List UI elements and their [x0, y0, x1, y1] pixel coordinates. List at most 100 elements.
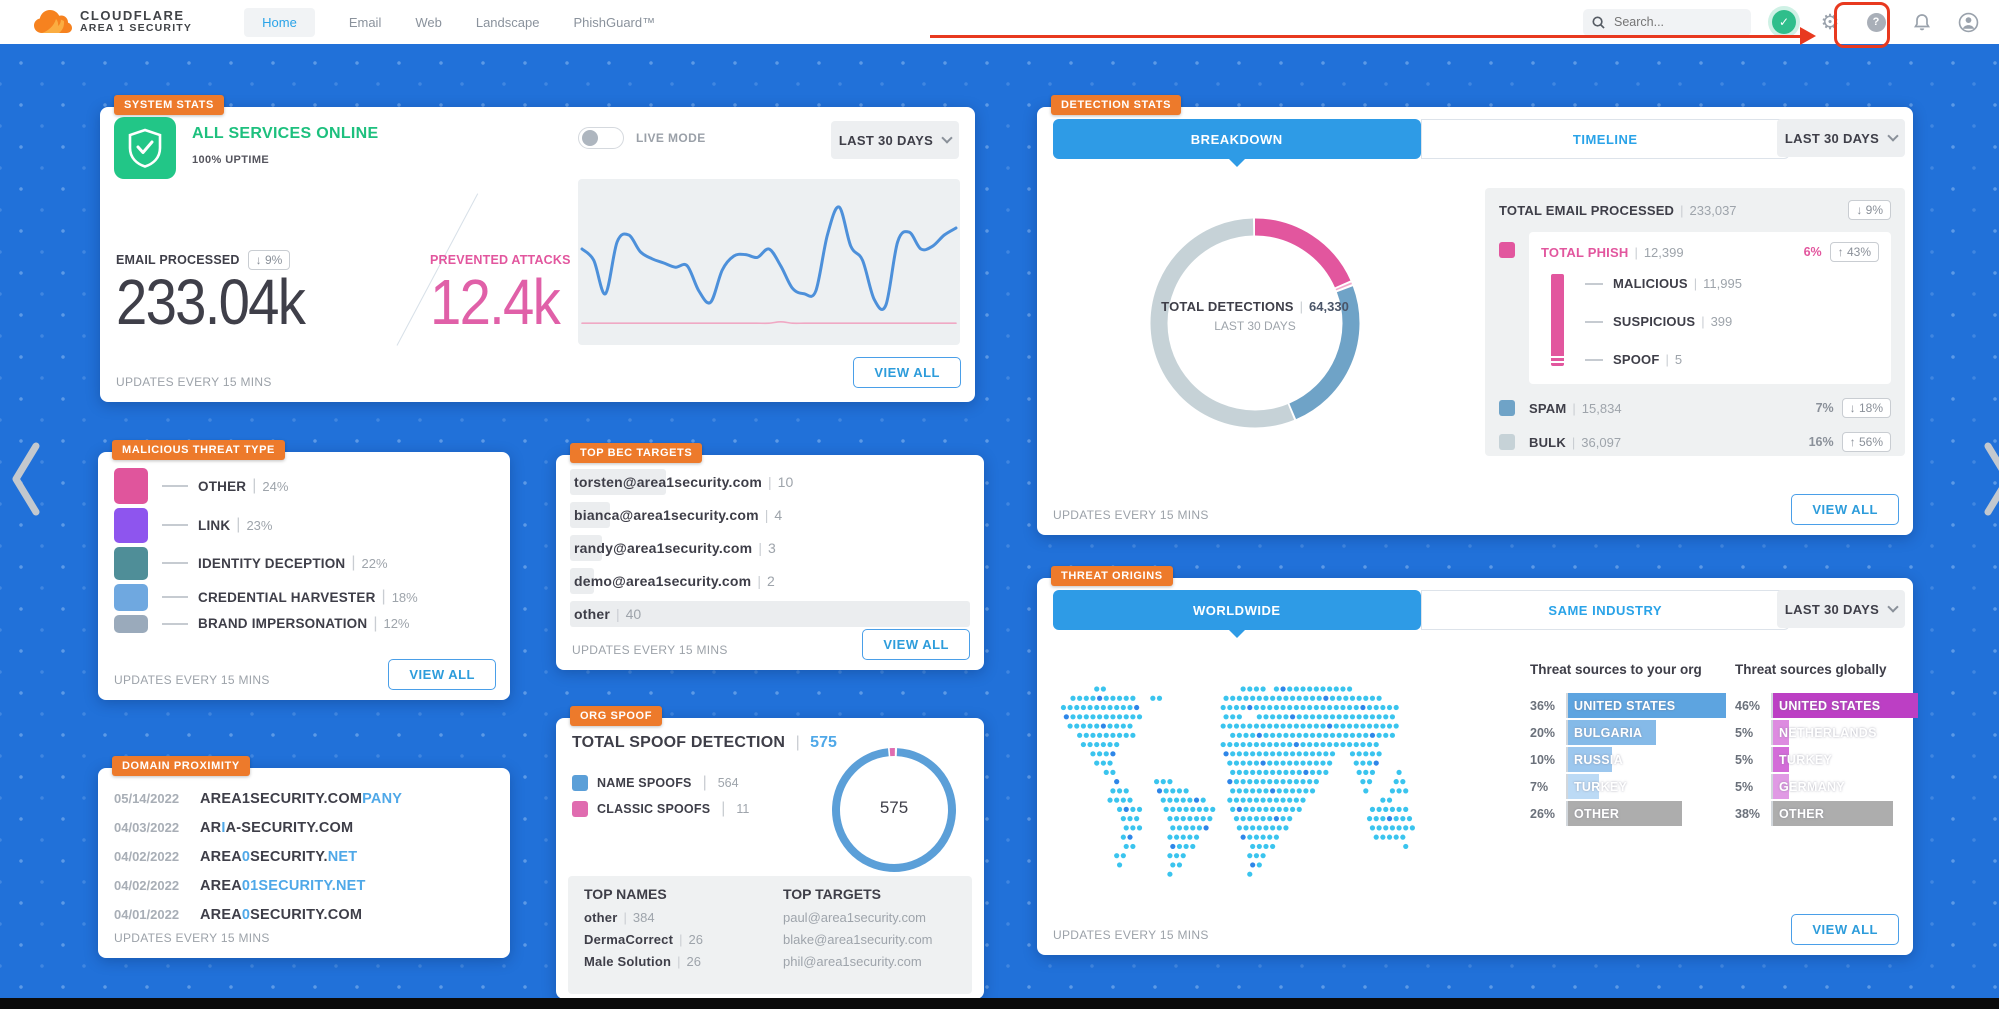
total-email-badge: ↓ 9% — [1848, 200, 1891, 220]
total-spoof-value: 575 — [810, 734, 837, 751]
bec-target-count: 3 — [767, 540, 776, 556]
detection-period-dropdown[interactable]: LAST 30 DAYS — [1777, 119, 1905, 157]
bec-target-row[interactable]: torsten@area1security.com | 10 — [570, 469, 970, 495]
detection-view-all-button[interactable]: VIEW ALL — [1791, 494, 1899, 525]
system-stats-tag: SYSTEM STATS — [114, 95, 224, 115]
tab-same-industry[interactable]: SAME INDUSTRY — [1420, 590, 1790, 630]
bec-target-text: torsten@area1security.com | 10 — [574, 474, 794, 490]
spoof-count: 26 — [686, 954, 701, 969]
user-account-icon[interactable] — [1955, 9, 1981, 35]
threat-type-swatch — [114, 546, 148, 580]
nav-item[interactable]: PhishGuard™ — [573, 14, 656, 30]
domain-row[interactable]: 04/02/2022 AREA01SECURITY.NET — [114, 871, 494, 900]
bec-count-bar — [570, 535, 602, 561]
updates-note: UPDATES EVERY 15 MINS — [114, 931, 270, 945]
domain-row[interactable]: 05/14/2022 AREA1SECURITY.COMPANY — [114, 784, 494, 813]
threat-origins-period-dropdown[interactable]: LAST 30 DAYS — [1777, 590, 1905, 628]
threat-type-row: CREDENTIAL HARVESTER | 18% — [114, 583, 494, 611]
domain-date: 04/02/2022 — [114, 878, 180, 893]
bulk-badge: ↑ 56% — [1841, 432, 1891, 452]
updates-note: UPDATES EVERY 15 MINS — [116, 375, 272, 389]
phish-sub-breakdown: MALICIOUS | 11,995 SUSPICIOUS | 399 SPOOF | 5 — [1541, 270, 1879, 374]
system-stats-view-all-button[interactable]: VIEW ALL — [853, 357, 961, 388]
spam-swatch — [1499, 400, 1515, 416]
bec-view-all-button[interactable]: VIEW ALL — [862, 629, 970, 660]
global-threat-bars: 46% UNITED STATES 5% NETHERLANDS 5% TURK… — [1735, 693, 1918, 826]
malicious-value: 11,995 — [1703, 276, 1742, 291]
bec-target-row[interactable]: other | 40 — [570, 601, 970, 627]
connector-line — [162, 485, 188, 487]
live-mode-toggle[interactable] — [578, 127, 624, 149]
threat-type-row: LINK | 23% — [114, 508, 494, 543]
org-threat-column: Threat sources to your org 36% UNITED ST… — [1530, 662, 1730, 828]
total-email-label: TOTAL EMAIL PROCESSED — [1499, 202, 1675, 218]
total-email-value: 233,037 — [1689, 202, 1737, 218]
threat-bar: UNITED STATES — [1568, 693, 1727, 718]
connector-line — [162, 596, 188, 598]
threat-bar: NETHERLANDS — [1773, 720, 1876, 745]
org-spoof-tag: ORG SPOOF — [570, 706, 663, 726]
threat-bar: UNITED STATES — [1773, 693, 1918, 718]
suspicious-row: SUSPICIOUS | 399 — [1585, 314, 1732, 329]
legend-value: 564 — [717, 776, 739, 790]
total-spoof-title: TOTAL SPOOF DETECTION | 575 — [572, 734, 837, 751]
legend-swatch — [572, 801, 588, 817]
bec-target-row[interactable]: bianca@area1security.com | 4 — [570, 502, 970, 528]
phish-swatch — [1499, 242, 1515, 258]
top-name-row: other | 384 — [584, 910, 655, 925]
period-value: LAST 30 DAYS — [1784, 130, 1880, 146]
threat-country-label: TURKEY — [1574, 779, 1628, 794]
tab-breakdown[interactable]: BREAKDOWN — [1053, 119, 1421, 167]
tab-worldwide[interactable]: WORLDWIDE — [1053, 590, 1421, 638]
nav-item[interactable]: Landscape — [475, 14, 540, 30]
chevron-down-icon — [1887, 601, 1899, 613]
domain-row[interactable]: 04/03/2022 ARIA-SECURITY.COM — [114, 813, 494, 842]
system-stats-card: SYSTEM STATS ALL SERVICES ONLINE 100% UP… — [100, 95, 975, 402]
threat-pct: 38% — [1735, 806, 1761, 821]
notification-bell-icon[interactable] — [1909, 9, 1935, 35]
domain-name: AREA1SECURITY.COMPANY — [200, 790, 403, 807]
services-status: ALL SERVICES ONLINE — [192, 125, 379, 142]
threat-bar: TURKEY — [1568, 774, 1627, 799]
email-trend-chart — [578, 179, 960, 345]
threat-type-pct: 24% — [262, 478, 289, 494]
help-icon[interactable]: ? — [1863, 9, 1889, 35]
chevron-down-icon — [941, 132, 953, 144]
donut-center-value: 64,330 — [1309, 299, 1349, 314]
malicious-threat-view-all-button[interactable]: VIEW ALL — [388, 659, 496, 690]
suspicious-label: SUSPICIOUS — [1613, 314, 1696, 329]
threat-origins-view-all-button[interactable]: VIEW ALL — [1791, 914, 1899, 945]
nav-item[interactable]: Email — [348, 14, 382, 30]
spoof-value: 5 — [1674, 352, 1683, 367]
email-processed-label: EMAIL PROCESSED — [116, 253, 240, 267]
bec-target-row[interactable]: randy@area1security.com | 3 — [570, 535, 970, 561]
bec-count-bar — [570, 568, 594, 594]
threat-pct: 7% — [1530, 779, 1549, 794]
threat-type-label: BRAND IMPERSONATION — [198, 616, 368, 631]
system-stats-period-dropdown[interactable]: LAST 30 DAYS — [831, 121, 959, 159]
nav-item[interactable]: Web — [415, 14, 442, 30]
cloudflare-logo[interactable]: CLOUDFLARE AREA 1 SECURITY — [34, 8, 192, 35]
domain-row[interactable]: 04/01/2022 AREA0SECURITY.COM — [114, 900, 494, 929]
carousel-prev-icon[interactable] — [8, 440, 42, 518]
threat-pct: 5% — [1735, 779, 1754, 794]
tab-timeline[interactable]: TIMELINE — [1420, 119, 1790, 159]
threat-pct: 10% — [1530, 752, 1556, 767]
bec-target-email: torsten@area1security.com — [574, 474, 763, 490]
threat-bar: GERMANY — [1773, 774, 1845, 799]
threat-type-list: OTHER | 24% LINK | 23% IDENTITY DECEPTIO… — [114, 468, 494, 637]
spoof-label: SPOOF — [1613, 352, 1660, 367]
cloudflare-cloud-icon — [34, 10, 72, 33]
domain-row[interactable]: 04/02/2022 AREA0SECURITY.NET — [114, 842, 494, 871]
search-input[interactable] — [1612, 14, 1732, 30]
nav-item[interactable]: Home — [244, 7, 315, 37]
email-processed-value: 233.04k — [116, 266, 306, 338]
bec-target-row[interactable]: demo@area1security.com | 2 — [570, 568, 970, 594]
search-box[interactable] — [1583, 8, 1751, 36]
total-email-row: TOTAL EMAIL PROCESSED | 233,037 ↓ 9% — [1499, 200, 1891, 220]
verified-shield-badge[interactable]: ✓ — [1771, 9, 1797, 35]
threat-country-label: TURKEY — [1779, 752, 1833, 767]
legend-row: NAME SPOOFS | 564 — [572, 770, 749, 796]
threat-country-label: RUSSIA — [1574, 752, 1624, 767]
carousel-next-icon[interactable] — [1982, 440, 1999, 518]
